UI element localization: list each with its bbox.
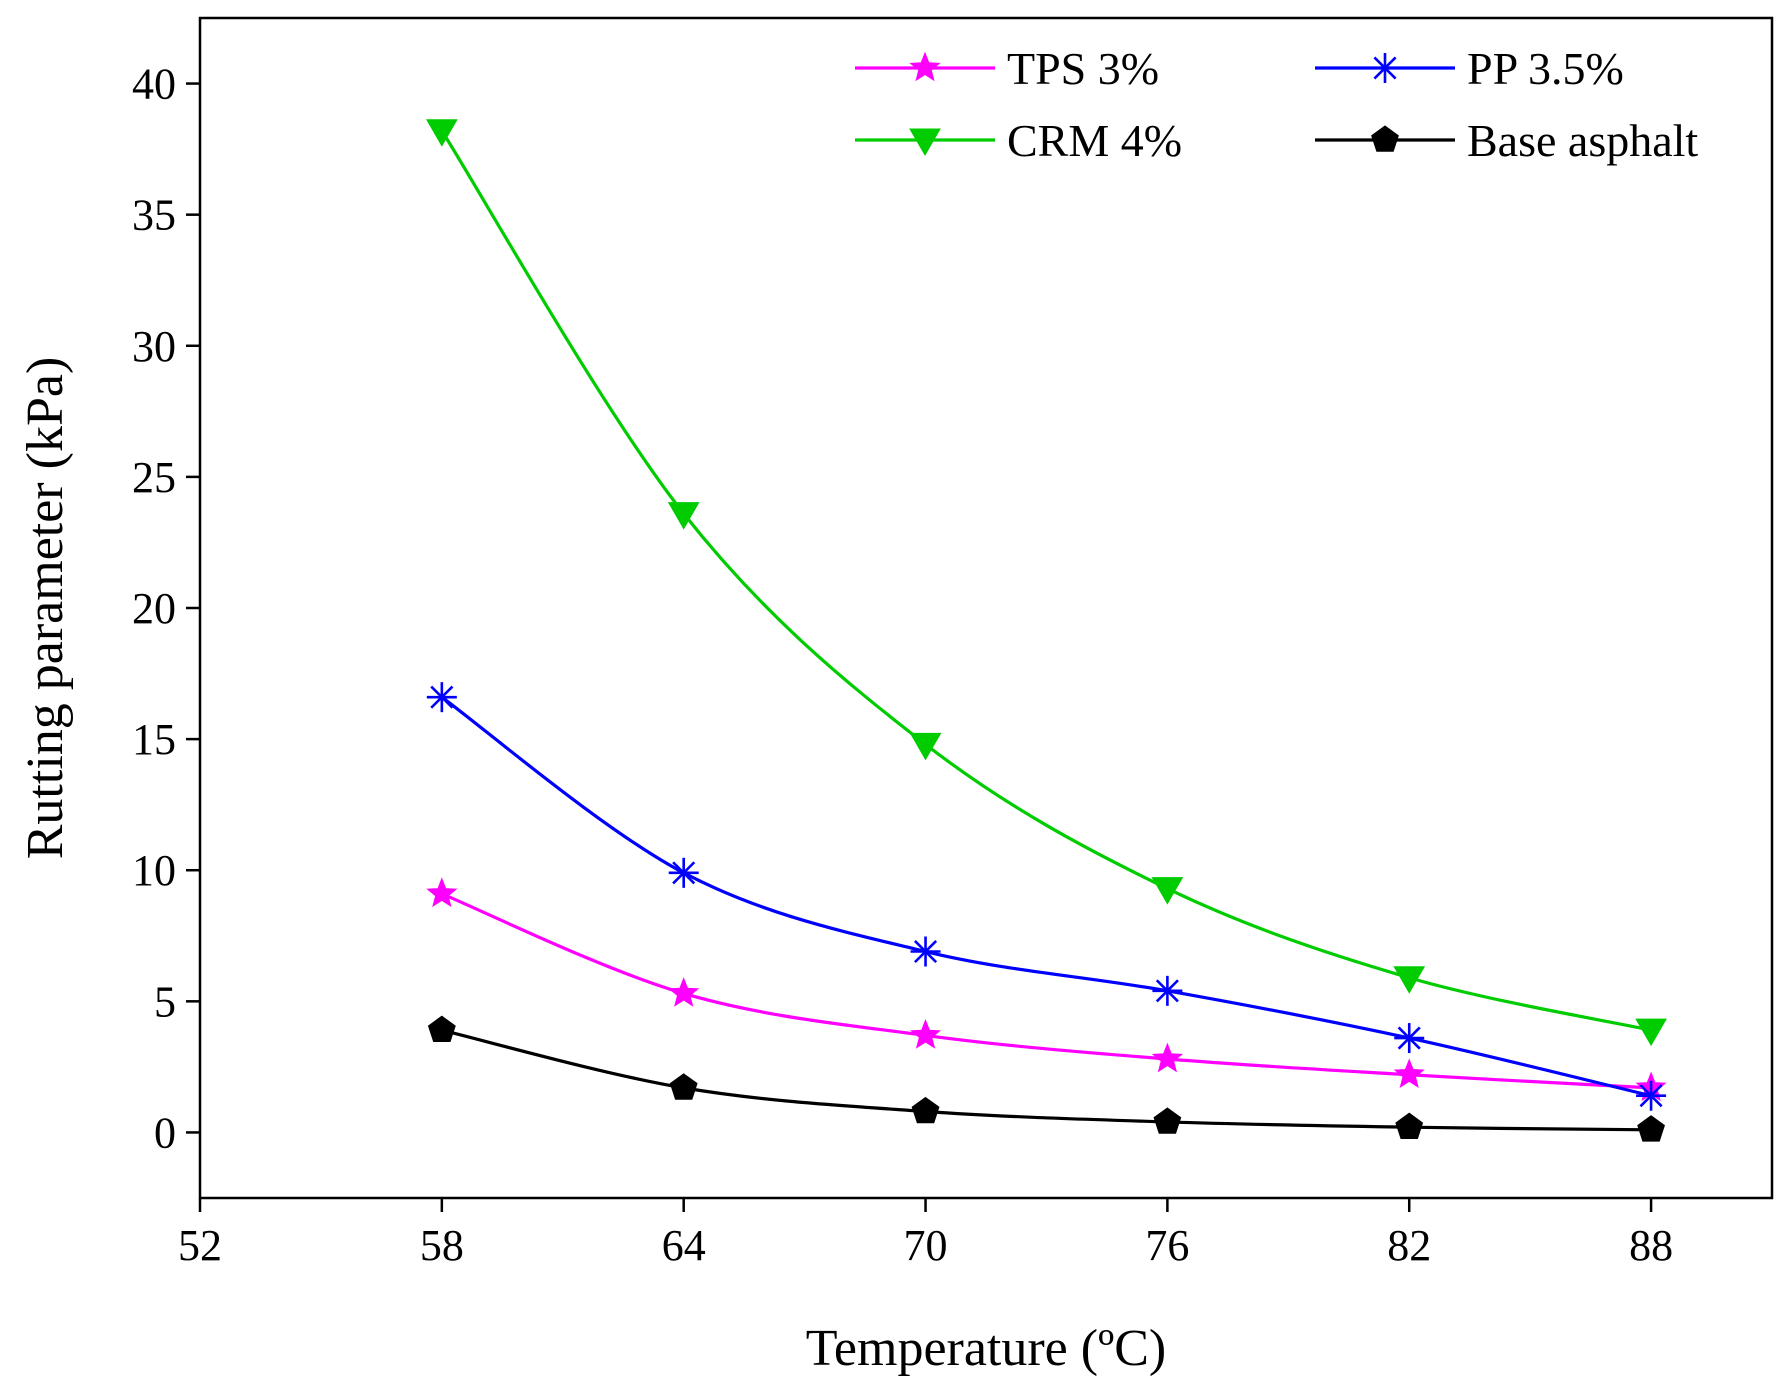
- y-tick-label: 30: [132, 322, 176, 371]
- series-pp-3-5: [426, 682, 1667, 1111]
- legend-label: CRM 4%: [1007, 115, 1182, 166]
- data-point-crm-4: [1393, 966, 1426, 994]
- asterisk-stroke: [430, 685, 454, 709]
- series-line-crm-4: [440, 129, 1652, 1032]
- data-point-base-asphalt: [1395, 1112, 1424, 1139]
- series-base-asphalt: [427, 1015, 1665, 1142]
- legend-label: TPS 3%: [1007, 43, 1159, 94]
- data-point-crm-4: [425, 119, 458, 147]
- data-point-pp-3-5: [910, 936, 941, 967]
- data-point-tps-3: [909, 1019, 942, 1049]
- data-point-tps-3: [1393, 1058, 1425, 1089]
- asterisk-stroke: [1155, 979, 1179, 1003]
- y-tick-label: 10: [132, 846, 176, 895]
- y-tick-label: 35: [132, 191, 176, 240]
- data-point-pp-3-5: [1394, 1023, 1425, 1054]
- x-tick-label: 58: [420, 1221, 464, 1270]
- data-point-crm-4: [1151, 877, 1184, 905]
- series-crm-4: [425, 119, 1667, 1047]
- axis-ticks: 52 58 64 70 76 82 88 0 5 10 15 20 25 30 35 40: [132, 60, 1673, 1270]
- legend-swatch-marker: [1370, 53, 1400, 83]
- y-tick-label: 5: [154, 977, 176, 1026]
- x-tick-label: 88: [1629, 1221, 1673, 1270]
- data-point-crm-4: [909, 732, 942, 761]
- data-point-base-asphalt: [669, 1073, 698, 1100]
- data-point-pp-3-5: [1152, 975, 1183, 1006]
- x-axis-title: Temperature (ºC): [806, 1320, 1166, 1377]
- x-tick-label: 64: [662, 1221, 706, 1270]
- legend: TPS 3% PP 3.5% CRM 4% Base asphalt: [855, 43, 1698, 166]
- y-tick-label: 20: [132, 584, 176, 633]
- asterisk-stroke: [1397, 1026, 1421, 1050]
- legend-label: Base asphalt: [1467, 115, 1698, 166]
- asterisk-stroke: [914, 939, 938, 964]
- series-line-pp-3-5: [440, 695, 1652, 1098]
- data-point-base-asphalt: [1153, 1107, 1182, 1134]
- y-tick-label: 25: [132, 453, 176, 502]
- asterisk-stroke: [672, 861, 696, 885]
- legend-item-crm-4: CRM 4%: [855, 115, 1182, 166]
- series-line-tps-3: [441, 892, 1652, 1090]
- x-tick-label: 70: [904, 1221, 948, 1270]
- y-axis-title: Rutting parameter (kPa): [17, 357, 74, 860]
- data-point-pp-3-5: [426, 682, 457, 713]
- data-point-tps-3: [1151, 1042, 1184, 1073]
- x-tick-label: 76: [1145, 1221, 1189, 1270]
- series-tps-3: [426, 877, 1667, 1102]
- legend-item-tps-3: TPS 3%: [855, 43, 1159, 94]
- data-point-tps-3: [668, 977, 700, 1007]
- asterisk-stroke: [1373, 56, 1397, 80]
- data-point-base-asphalt: [911, 1096, 940, 1124]
- legend-swatch-marker: [909, 128, 941, 157]
- data-point-pp-3-5: [668, 857, 699, 888]
- legend-item-base-asphalt: Base asphalt: [1315, 115, 1698, 166]
- x-tick-label: 82: [1387, 1221, 1431, 1270]
- data-point-crm-4: [1635, 1018, 1667, 1047]
- series-line-base-asphalt: [441, 1028, 1652, 1132]
- y-tick-label: 15: [132, 715, 176, 764]
- asterisk-stroke: [1639, 1084, 1663, 1108]
- y-tick-label: 40: [132, 60, 176, 109]
- series-layer: [425, 119, 1667, 1142]
- legend-swatch-marker: [1371, 125, 1399, 152]
- data-point-base-asphalt: [1637, 1115, 1665, 1142]
- data-point-pp-3-5: [1636, 1080, 1667, 1111]
- y-tick-label: 0: [154, 1108, 176, 1157]
- legend-swatch-marker: [909, 51, 941, 82]
- data-point-tps-3: [426, 877, 458, 908]
- x-tick-label: 52: [178, 1221, 222, 1270]
- legend-label: PP 3.5%: [1467, 43, 1624, 94]
- data-point-crm-4: [667, 502, 700, 530]
- data-point-base-asphalt: [427, 1015, 456, 1042]
- legend-item-pp-3-5: PP 3.5%: [1315, 43, 1624, 94]
